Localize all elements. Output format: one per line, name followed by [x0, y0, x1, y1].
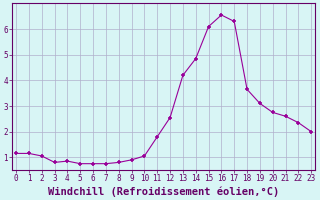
- X-axis label: Windchill (Refroidissement éolien,°C): Windchill (Refroidissement éolien,°C): [48, 186, 279, 197]
